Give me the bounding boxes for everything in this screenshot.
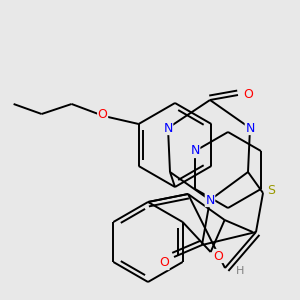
Text: O: O xyxy=(98,109,108,122)
Text: N: N xyxy=(205,194,215,206)
Text: O: O xyxy=(159,256,169,269)
Text: H: H xyxy=(236,266,244,276)
Text: O: O xyxy=(243,88,253,101)
Text: S: S xyxy=(267,184,275,197)
Text: N: N xyxy=(163,122,173,134)
Text: N: N xyxy=(245,122,255,134)
Text: N: N xyxy=(190,145,200,158)
Text: O: O xyxy=(214,250,224,262)
